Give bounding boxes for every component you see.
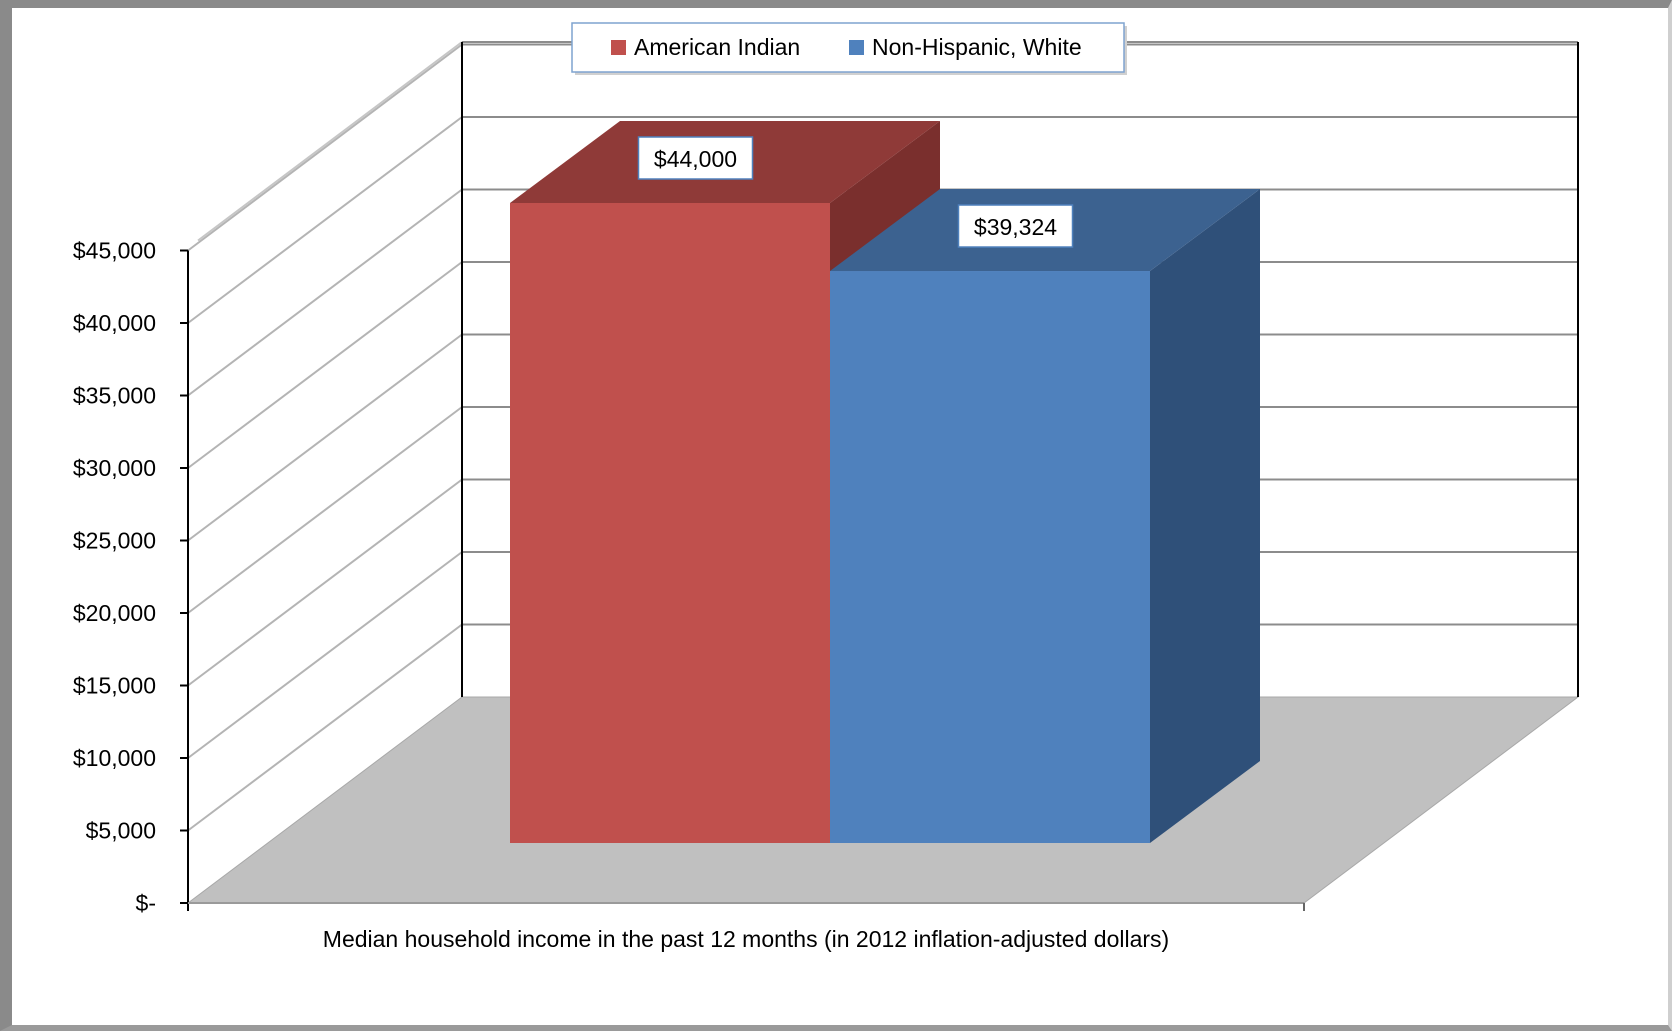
side-gridline <box>187 478 463 687</box>
data-label: $39,324 <box>974 214 1057 240</box>
y-tick-label: $- <box>136 890 156 916</box>
legend-swatch <box>849 40 864 55</box>
x-axis-label: Median household income in the past 12 m… <box>323 926 1169 952</box>
y-tick-label: $35,000 <box>73 383 156 409</box>
legend: American Indian Non-Hispanic, White <box>571 22 1127 75</box>
y-tick-label: $5,000 <box>86 818 156 844</box>
bar <box>510 203 830 843</box>
data-label-box <box>957 204 1074 248</box>
y-tick-label: $45,000 <box>73 238 156 264</box>
y-tick-label: $10,000 <box>73 745 156 771</box>
bar-group: $39,324 <box>830 189 1260 844</box>
y-tick-label: $15,000 <box>73 673 156 699</box>
data-label-box <box>637 136 754 180</box>
y-tick-label: $30,000 <box>73 455 156 481</box>
side-gridline <box>187 188 463 397</box>
side-gridline <box>187 261 463 469</box>
bar <box>830 271 1150 844</box>
side-gridline <box>187 623 463 832</box>
side-gridline <box>187 43 463 252</box>
y-tick-label: $20,000 <box>73 600 156 626</box>
y-tick-label: $25,000 <box>73 528 156 554</box>
data-label: $44,000 <box>654 146 737 172</box>
side-gridline <box>187 333 463 542</box>
legend-box <box>571 22 1125 73</box>
y-tick-label: $40,000 <box>73 310 156 336</box>
legend-label: Non-Hispanic, White <box>872 34 1082 60</box>
side-gridline <box>187 406 463 614</box>
side-wall-top-edge <box>197 41 463 242</box>
side-gridline <box>187 116 463 324</box>
bar-side <box>1150 189 1260 844</box>
side-gridline <box>187 551 463 759</box>
legend-swatch <box>611 40 626 55</box>
legend-label: American Indian <box>634 34 800 60</box>
